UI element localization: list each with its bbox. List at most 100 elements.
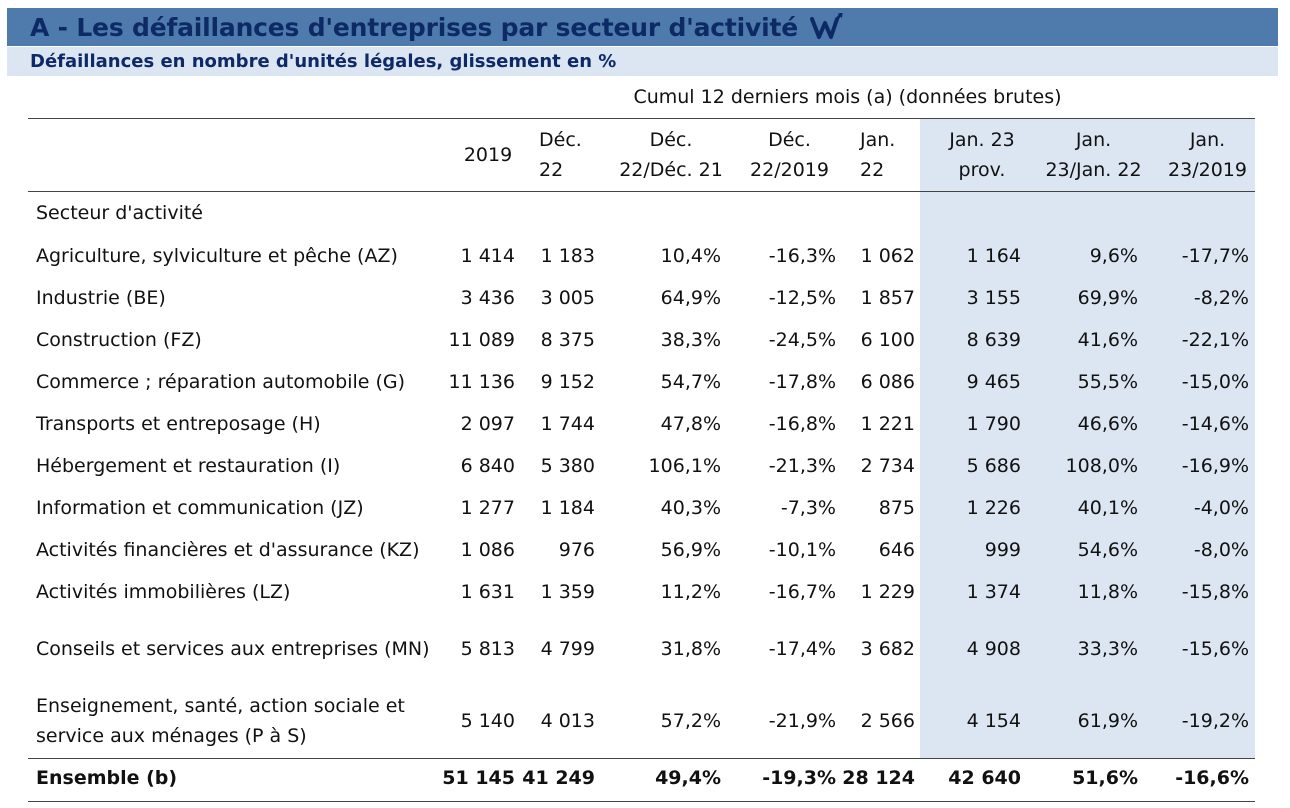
total-cell: -19,3%	[762, 767, 836, 789]
cell: 106,1%	[648, 455, 721, 477]
cell: 2 097	[460, 413, 515, 435]
cell: -16,8%	[768, 413, 836, 435]
cell: 6 840	[460, 455, 515, 477]
cell: 1 857	[860, 287, 915, 309]
cell: 3 155	[966, 287, 1021, 309]
cell: 1 414	[460, 245, 515, 267]
column-header: Déc. 22/Déc. 21	[619, 129, 723, 181]
top-rule	[28, 118, 1255, 119]
column-header: Jan. 23/Jan. 22	[1045, 129, 1142, 181]
table-super-header: Cumul 12 derniers mois (a) (données brut…	[633, 86, 1062, 108]
cell: -14,6%	[1181, 413, 1249, 435]
header-rule	[28, 191, 1255, 192]
total-cell: 41 249	[522, 767, 595, 789]
cell: 9 152	[540, 371, 595, 393]
cell: -4,0%	[1193, 497, 1249, 519]
cell: -8,0%	[1193, 539, 1249, 561]
column-header: Déc. 22	[539, 129, 582, 181]
cell: 47,8%	[660, 413, 721, 435]
column-header-sector	[28, 119, 441, 191]
cell: 646	[878, 539, 915, 561]
page-subtitle: Défaillances en nombre d'unités légales,…	[30, 51, 617, 72]
cell: -21,9%	[768, 710, 836, 732]
table-row: Construction (FZ) 11 089 8 375 38,3% -24…	[28, 319, 1255, 361]
cell: 69,9%	[1077, 287, 1138, 309]
cell: 4 154	[966, 710, 1021, 732]
cell: -19,2%	[1181, 710, 1249, 732]
cell: 3 682	[860, 638, 915, 660]
section-label: Secteur d'activité	[36, 202, 203, 224]
row-label: Information et communication (JZ)	[36, 497, 364, 519]
cell: 5 813	[460, 638, 515, 660]
cell: 2 566	[860, 710, 915, 732]
cell: -17,8%	[768, 371, 836, 393]
cell: -15,6%	[1181, 638, 1249, 660]
cell: 4 013	[540, 710, 595, 732]
cell: -22,1%	[1181, 329, 1249, 351]
cell: 1 221	[860, 413, 915, 435]
table-row: Industrie (BE) 3 436 3 005 64,9% -12,5% …	[28, 277, 1255, 319]
subtitle-bar: Défaillances en nombre d'unités légales,…	[7, 47, 1278, 76]
cell: 11 089	[448, 329, 515, 351]
cell: 1 277	[460, 497, 515, 519]
row-label: Industrie (BE)	[36, 287, 166, 309]
row-label: Commerce ; réparation automobile (G)	[36, 371, 406, 393]
row-label: Activités immobilières (LZ)	[36, 581, 291, 603]
cell: 55,5%	[1077, 371, 1138, 393]
cell: -15,8%	[1181, 581, 1249, 603]
cell: 57,2%	[660, 710, 721, 732]
total-cell: -16,6%	[1175, 767, 1249, 789]
cell: 64,9%	[660, 287, 721, 309]
table-row: Activités financières et d'assurance (KZ…	[28, 529, 1255, 571]
table-row: Conseils et services aux entreprises (MN…	[28, 613, 1255, 685]
cell: 5 140	[460, 710, 515, 732]
cell: 1 062	[860, 245, 915, 267]
cell: 54,6%	[1077, 539, 1138, 561]
row-label: Conseils et services aux entreprises (MN…	[36, 638, 430, 660]
total-cell: 49,4%	[655, 767, 721, 789]
row-label: Activités financières et d'assurance (KZ…	[36, 539, 420, 561]
row-label: Agriculture, sylviculture et pêche (AZ)	[36, 245, 398, 267]
cell: -16,3%	[768, 245, 836, 267]
page-title: A - Les défaillances d'entreprises par s…	[30, 12, 799, 42]
cell: 61,9%	[1077, 710, 1138, 732]
cell: 54,7%	[660, 371, 721, 393]
cell: 1 229	[860, 581, 915, 603]
cell: 41,6%	[1077, 329, 1138, 351]
cell: -24,5%	[768, 329, 836, 351]
column-header: 2019	[463, 144, 513, 166]
table-row: Agriculture, sylviculture et pêche (AZ) …	[28, 235, 1255, 277]
row-label: Construction (FZ)	[36, 329, 202, 351]
cell: 1 226	[966, 497, 1021, 519]
cell: -17,7%	[1181, 245, 1249, 267]
cell: 1 086	[460, 539, 515, 561]
row-label: Transports et entreposage (H)	[36, 413, 321, 435]
cell: 40,3%	[660, 497, 721, 519]
cell: 1 374	[966, 581, 1021, 603]
table-row: Transports et entreposage (H) 2 097 1 74…	[28, 403, 1255, 445]
data-table: 2019 Déc. 22 Déc. 22/Déc. 21 Déc. 22/201…	[28, 119, 1255, 799]
cell: 9 465	[966, 371, 1021, 393]
table-row: Information et communication (JZ) 1 277 …	[28, 487, 1255, 529]
section-row: Secteur d'activité	[28, 191, 1255, 235]
cell: 1 164	[966, 245, 1021, 267]
cell: 6 086	[860, 371, 915, 393]
cell: 976	[558, 539, 595, 561]
table-row: Enseignement, santé, action sociale et s…	[28, 685, 1255, 757]
cell: 1 184	[540, 497, 595, 519]
cell: -8,2%	[1193, 287, 1249, 309]
table-row: Activités immobilières (LZ) 1 631 1 359 …	[28, 571, 1255, 613]
total-cell: 51,6%	[1072, 767, 1138, 789]
cell: -12,5%	[768, 287, 836, 309]
cell: 3 005	[540, 287, 595, 309]
cell: 9,6%	[1089, 245, 1138, 267]
cell: 56,9%	[660, 539, 721, 561]
cell: 5 380	[540, 455, 595, 477]
cell: 3 436	[460, 287, 515, 309]
cell: 38,3%	[660, 329, 721, 351]
header-row: 2019 Déc. 22 Déc. 22/Déc. 21 Déc. 22/201…	[28, 119, 1255, 191]
cell: 1 631	[460, 581, 515, 603]
cell: 11,2%	[660, 581, 721, 603]
cell: 2 734	[860, 455, 915, 477]
cell: 5 686	[966, 455, 1021, 477]
